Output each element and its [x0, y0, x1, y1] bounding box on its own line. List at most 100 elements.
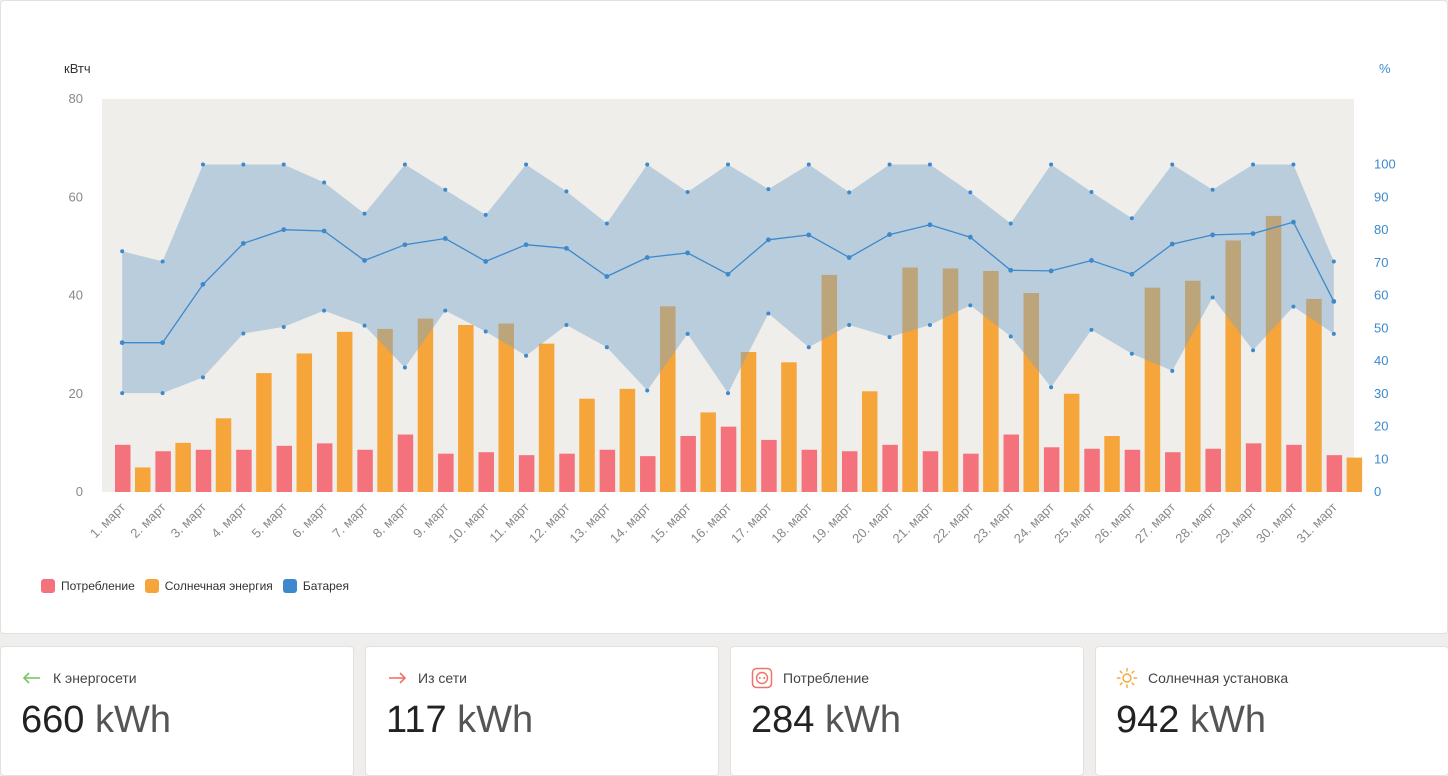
consumption-bar	[438, 453, 454, 492]
x-tick-label: 21. март	[890, 499, 937, 546]
solar-bar	[538, 343, 555, 492]
consumption-bar	[1326, 455, 1343, 492]
solar-bar	[135, 467, 151, 492]
legend-item-solar[interactable]: Солнечная энергия	[144, 579, 273, 593]
battery-min-point	[241, 331, 246, 336]
battery-max-point	[160, 259, 165, 264]
battery-max-point	[241, 162, 246, 167]
battery-point	[523, 242, 529, 248]
solar-bar	[902, 267, 918, 492]
y2-tick-label: 40	[1374, 353, 1388, 368]
battery-point	[1210, 232, 1216, 238]
solar-bar	[1023, 293, 1040, 492]
consumption-bar	[236, 449, 252, 492]
consumption-bar	[1003, 434, 1020, 492]
x-tick-label: 1. март	[87, 499, 128, 540]
solar-bar	[1104, 435, 1120, 492]
stat-label-consumption: Потребление	[783, 670, 870, 686]
battery-max-point	[1049, 162, 1054, 167]
battery-min-point	[847, 322, 852, 327]
battery-max-point	[564, 189, 569, 194]
battery-max-point	[604, 221, 609, 226]
battery-min-point	[1170, 368, 1175, 373]
consumption-bar	[316, 443, 333, 492]
battery-min-point	[200, 375, 205, 380]
sun-icon	[1116, 667, 1138, 689]
battery-max-point	[645, 162, 650, 167]
solar-bar	[1225, 240, 1241, 492]
legend-item-battery[interactable]: Батарея	[282, 579, 349, 593]
x-tick-label: 5. март	[248, 499, 289, 540]
battery-point	[644, 255, 650, 260]
battery-min-point	[362, 323, 367, 328]
battery-max-point	[443, 187, 448, 192]
battery-point	[685, 250, 691, 256]
battery-point	[1169, 241, 1175, 247]
stat-label-solar: Солнечная установка	[1148, 670, 1289, 686]
y2-tick-label: 0	[1374, 484, 1381, 499]
battery-min-point	[120, 391, 125, 396]
consumption-bar	[155, 451, 171, 492]
y-tick-label: 20	[69, 386, 83, 401]
consumption-bar	[761, 439, 777, 492]
battery-min-point	[604, 345, 609, 350]
battery-point	[281, 227, 287, 233]
battery-point	[402, 242, 408, 248]
battery-min-point	[968, 303, 973, 308]
consumption-bar	[1245, 443, 1262, 492]
solar-bar	[1063, 393, 1080, 492]
battery-min-point	[322, 308, 327, 313]
battery-min-point	[685, 331, 690, 336]
battery-min-point	[1129, 351, 1134, 356]
consumption-bar	[720, 426, 737, 492]
solar-bar	[740, 351, 757, 492]
consumption-bar	[357, 449, 373, 492]
battery-max-point	[200, 162, 205, 167]
battery-min-point	[645, 388, 650, 393]
battery-min-point	[1331, 331, 1336, 336]
y2-tick-label: 60	[1374, 288, 1388, 303]
battery-point	[604, 274, 610, 279]
solar-bar	[660, 306, 676, 492]
y2-tick-label: 20	[1374, 419, 1388, 434]
solar-bar	[256, 373, 272, 492]
x-tick-label: 29. март	[1213, 499, 1260, 546]
stat-value-solar: 942 kWh	[1116, 699, 1266, 741]
battery-point	[1331, 298, 1337, 304]
solar-bar	[1306, 298, 1322, 492]
arrow-left-icon	[22, 672, 40, 684]
stat-value-consumption: 284 kWh	[751, 699, 901, 741]
consumption-bar	[1165, 452, 1181, 492]
battery-min-point	[766, 311, 771, 316]
battery-min-point	[887, 335, 892, 340]
x-tick-label: 23. март	[970, 499, 1017, 546]
battery-max-point	[362, 211, 367, 216]
stat-card-from-grid: Из сети 117 kWh	[365, 646, 719, 776]
battery-point	[846, 255, 852, 260]
battery-max-point	[887, 162, 892, 167]
solar-bar	[336, 331, 353, 492]
x-tick-label: 20. март	[849, 499, 896, 546]
solar-bar	[377, 328, 393, 492]
y2-tick-label: 80	[1374, 222, 1388, 237]
battery-max-point	[927, 162, 932, 167]
solar-bar	[296, 353, 313, 492]
x-tick-label: 22. март	[930, 499, 977, 546]
legend-label-battery: Батарея	[302, 579, 349, 593]
solar-bar	[821, 274, 838, 492]
x-tick-label: 15. март	[647, 499, 694, 546]
consumption-bar	[518, 455, 535, 492]
consumption-bar	[1205, 448, 1221, 492]
consumption-bar	[1124, 449, 1141, 492]
y2-tick-label: 10	[1374, 451, 1388, 466]
legend-item-consumption[interactable]: Потребление	[41, 579, 135, 593]
x-tick-label: 17. март	[728, 499, 775, 546]
battery-point	[1008, 267, 1014, 273]
consumption-bar	[559, 453, 575, 492]
battery-point	[564, 245, 569, 251]
battery-min-point	[402, 365, 407, 370]
solar-bar	[942, 268, 959, 492]
stat-value-to-grid: 660 kWh	[21, 699, 171, 741]
solar-bar	[619, 388, 636, 492]
consumption-bar	[841, 451, 858, 492]
